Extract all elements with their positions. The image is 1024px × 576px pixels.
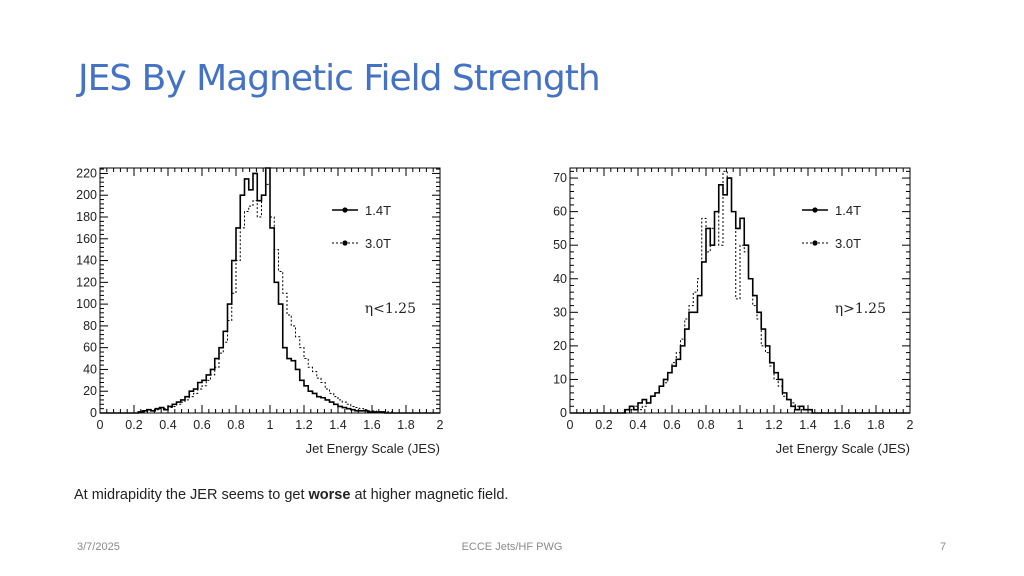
y-tick-label: 20 bbox=[553, 339, 567, 353]
x-tick-label: 1 bbox=[737, 418, 744, 432]
y-tick-label: 100 bbox=[76, 297, 97, 311]
x-tick-label: 0.8 bbox=[227, 418, 244, 432]
histogram-canvas: 0 0.2 0.4 0.6 0.8 1 1.2 1.4 1.6 1.8 20102030405060… bbox=[553, 167, 914, 456]
legend-marker bbox=[812, 240, 818, 246]
x-tick-label: 0.4 bbox=[629, 418, 646, 432]
caption-text-start: At midrapidity the JER seems to get bbox=[74, 487, 309, 503]
histogram-canvas: 0 0.2 0.4 0.6 0.8 1 1.2 1.4 1.6 1.8 20204060801001… bbox=[76, 166, 444, 456]
x-tick-label: 2 bbox=[437, 418, 444, 432]
y-tick-label: 200 bbox=[76, 188, 97, 202]
x-tick-label: 0 bbox=[97, 418, 104, 432]
x-tick-label: 1.8 bbox=[867, 418, 884, 432]
x-axis-label: Jet Energy Scale (JES) bbox=[776, 441, 910, 456]
caption-text-end: at higher magnetic field. bbox=[350, 487, 509, 503]
histogram-series-3.0T bbox=[100, 183, 440, 414]
y-tick-label: 0 bbox=[560, 406, 567, 420]
y-tick-label: 30 bbox=[553, 305, 567, 319]
x-tick-label: 0.6 bbox=[193, 418, 210, 432]
y-tick-label: 10 bbox=[553, 372, 567, 386]
x-tick-label: 2 bbox=[907, 418, 914, 432]
x-tick-label: 1.4 bbox=[799, 418, 816, 432]
x-tick-label: 1.2 bbox=[765, 418, 782, 432]
legend-label: 1.4T bbox=[835, 203, 861, 218]
slide-title: JES By Magnetic Field Strength bbox=[78, 58, 601, 99]
legend-marker bbox=[342, 207, 348, 213]
footer-title: ECCE Jets/HF PWG bbox=[461, 541, 563, 553]
y-tick-label: 40 bbox=[553, 272, 567, 286]
x-tick-label: 1.4 bbox=[329, 418, 346, 432]
y-tick-label: 50 bbox=[553, 238, 567, 252]
eta-annotation: η>1.25 bbox=[835, 301, 886, 317]
legend-label: 3.0T bbox=[835, 236, 861, 251]
x-tick-label: 1.2 bbox=[295, 418, 312, 432]
x-tick-label: 0.6 bbox=[663, 418, 680, 432]
x-tick-label: 0 bbox=[567, 418, 574, 432]
y-tick-label: 40 bbox=[83, 362, 97, 376]
caption: At midrapidity the JER seems to get wors… bbox=[74, 487, 508, 503]
x-tick-label: 1 bbox=[267, 418, 274, 432]
x-tick-label: 1.6 bbox=[363, 418, 380, 432]
y-tick-label: 120 bbox=[76, 275, 97, 289]
x-tick-label: 0.4 bbox=[159, 418, 176, 432]
y-tick-label: 140 bbox=[76, 254, 97, 268]
x-tick-label: 0.2 bbox=[595, 418, 612, 432]
y-tick-label: 180 bbox=[76, 210, 97, 224]
y-tick-label: 60 bbox=[553, 205, 567, 219]
legend-label: 1.4T bbox=[365, 203, 391, 218]
legend-label: 3.0T bbox=[365, 236, 391, 251]
histogram-plot-forward: 0 0.2 0.4 0.6 0.8 1 1.2 1.4 1.6 1.8 2 0 10 20 30 40 50 60… bbox=[545, 160, 935, 460]
eta-annotation: η<1.25 bbox=[365, 301, 416, 317]
caption-emphasis: worse bbox=[308, 487, 351, 503]
x-tick-label: 0.8 bbox=[697, 418, 714, 432]
y-tick-label: 70 bbox=[553, 171, 567, 185]
y-tick-label: 20 bbox=[83, 384, 97, 398]
legend-marker bbox=[812, 207, 818, 213]
footer-date: 3/7/2025 bbox=[77, 541, 120, 553]
x-tick-label: 0.2 bbox=[125, 418, 142, 432]
y-tick-label: 160 bbox=[76, 232, 97, 246]
y-tick-label: 220 bbox=[76, 166, 97, 180]
x-tick-label: 1.8 bbox=[397, 418, 414, 432]
y-tick-label: 60 bbox=[83, 341, 97, 355]
y-tick-label: 0 bbox=[90, 406, 97, 420]
legend-marker bbox=[342, 240, 348, 246]
x-axis-label: Jet Energy Scale (JES) bbox=[306, 441, 440, 456]
histogram-plot-midrapidity: 0 0.2 0.4 0.6 0.8 1 1.2 1.4 1.6 1.8 2 0 20 40 60 80 100 1… bbox=[75, 160, 465, 460]
histogram-series-3.0T bbox=[570, 170, 910, 414]
page-number: 7 bbox=[940, 541, 947, 553]
x-tick-label: 1.6 bbox=[833, 418, 850, 432]
histogram-series-1.4T bbox=[100, 167, 440, 414]
y-tick-label: 80 bbox=[83, 319, 97, 333]
